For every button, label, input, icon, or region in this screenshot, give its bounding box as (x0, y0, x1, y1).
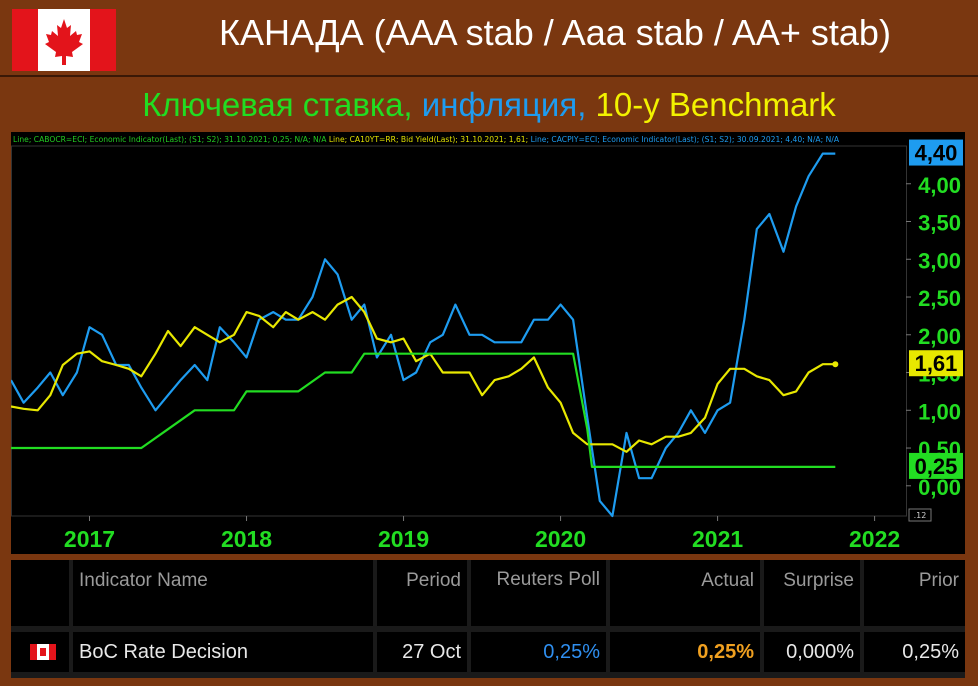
header-cell-bg (610, 560, 760, 626)
x-tick-label: 2017 (64, 526, 115, 552)
row-reuters-poll: 0,25% (543, 641, 600, 663)
series-line-CACPIY (10, 152, 836, 518)
economic-indicator-table: Indicator Name Period Reuters Poll Actual Su… (11, 560, 965, 678)
column-header-4[interactable]: Surprise (783, 570, 854, 591)
subtitle-part-2: 10-у Benchmark (595, 86, 836, 123)
y-tick-label: 1,00 (918, 399, 961, 424)
y-tick-label: 2,50 (918, 286, 961, 311)
series-line-CABOCR (11, 352, 836, 468)
y-tick-label: 3,50 (918, 211, 961, 236)
last-value-tag-CACPIY: 4,40 (915, 141, 958, 166)
row-cell-bg (764, 632, 860, 672)
y-tick-label: 4,00 (918, 173, 961, 198)
header-cell-bg (377, 560, 467, 626)
x-tick-label: 2018 (221, 526, 272, 552)
column-header-2[interactable]: Reuters Poll (496, 569, 601, 590)
x-tick-label: 2021 (692, 526, 743, 552)
x-tick-label: 2019 (378, 526, 429, 552)
header-cell-bg (864, 560, 965, 626)
column-header-1[interactable]: Period (406, 570, 461, 591)
canada-flag-icon (30, 644, 56, 660)
header-bar: КАНАДА (AAA stab / Aaa stab / AA+ stab) (0, 0, 978, 77)
last-value-tag-bg-CACPIY (909, 139, 963, 166)
header-cell-bg (73, 560, 373, 626)
row-cell-bg (471, 632, 606, 672)
column-header-0[interactable]: Indicator Name (79, 570, 208, 591)
last-value-tag-CA10YT: 1,61 (915, 351, 958, 376)
column-header-5[interactable]: Prior (918, 570, 959, 591)
line-chart: Line; CABOCR=ECI; Economic Indicator(Las… (10, 135, 963, 552)
row-cell-bg (610, 632, 760, 672)
canada-flag-icon (12, 9, 116, 71)
legend-entry-0: Line; CABOCR=ECI; Economic Indicator(Las… (13, 135, 329, 144)
subtitle-part-0: Ключевая ставка, (142, 86, 422, 123)
last-value-tag-CABOCR: 0,25 (915, 454, 958, 479)
row-indicator: BoC Rate Decision (79, 641, 248, 663)
column-header-3[interactable]: Actual (701, 570, 754, 591)
x-tick-label: 2020 (535, 526, 586, 552)
small-box (908, 508, 932, 522)
subtitle-part-1: инфляция, (421, 86, 596, 123)
legend-entry-2: Line; CACPIY=ECI; Economic Indicator(Las… (531, 135, 840, 144)
last-value-tag-bg-CA10YT (909, 350, 963, 377)
series-line-CA10YT (10, 295, 836, 453)
plot-frame (11, 145, 907, 517)
chart-area: Line; CABOCR=ECI; Economic Indicator(Las… (10, 132, 965, 554)
header-cell-bg (764, 560, 860, 626)
header-cell-bg (11, 560, 69, 626)
x-tick-label: 2022 (849, 526, 900, 552)
last-value-tag-bg-CABOCR (909, 452, 963, 479)
row-period: 27 Oct (402, 641, 461, 663)
page-title: КАНАДА (AAA stab / Aaa stab / AA+ stab) (219, 12, 891, 53)
chart-legend-line: Line; CABOCR=ECI; Economic Indicator(Las… (13, 135, 840, 144)
series-end-marker-CA10YT (832, 361, 839, 368)
row-actual: 0,25% (697, 641, 754, 663)
y-tick-label: 3,00 (918, 248, 961, 273)
y-tick-label: 2,00 (918, 324, 961, 349)
small-box-label: .12 (914, 511, 927, 520)
y-tick-label: 0,00 (918, 475, 961, 500)
row-cell-bg (73, 632, 373, 672)
row-surprise: 0,000% (786, 641, 854, 663)
row-cell-bg (377, 632, 467, 672)
legend-entry-1: Line; CA10YT=RR; Bid Yield(Last); 31.10.… (329, 135, 531, 144)
chart-subtitle: Ключевая ставка, инфляция, 10-у Benchmar… (0, 80, 978, 130)
row-prior: 0,25% (902, 641, 959, 663)
header-cell-bg (471, 560, 606, 626)
row-cell-bg (864, 632, 965, 672)
